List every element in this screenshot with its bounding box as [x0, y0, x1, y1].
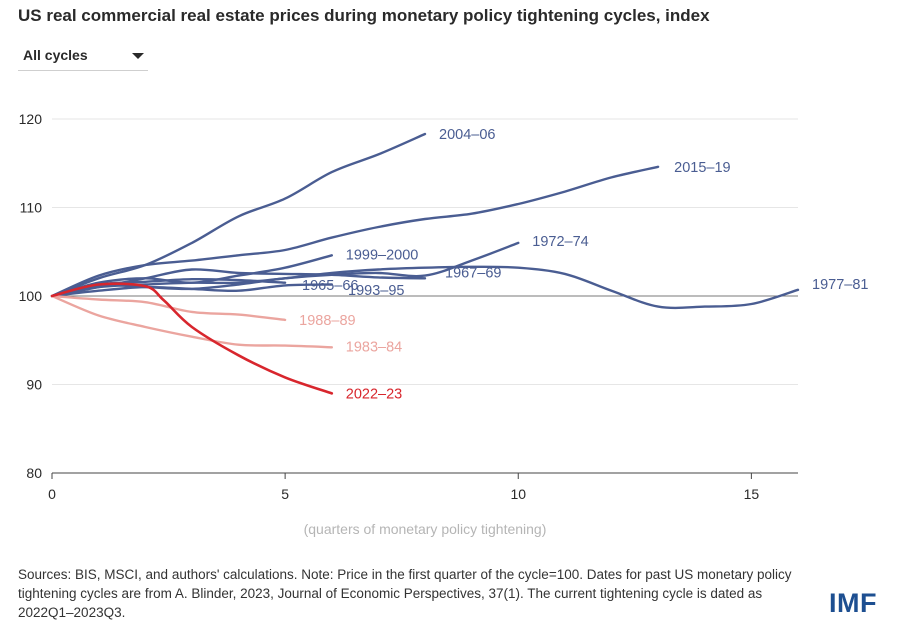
- x-tick-label: 10: [510, 486, 526, 502]
- x-tick-label: 15: [744, 486, 760, 502]
- series-line-1977–81: [50, 265, 800, 310]
- series-label: 1967–69: [445, 265, 501, 281]
- y-tick-label: 110: [20, 200, 43, 216]
- series-label: 1965–66: [302, 278, 358, 294]
- series-label: 1983–84: [346, 339, 402, 355]
- series-label: 2022–23: [346, 386, 402, 402]
- series-label: 1993–95: [348, 283, 404, 299]
- series-line-2004–06: [50, 132, 427, 298]
- sources-note: Sources: BIS, MSCI, and authors' calcula…: [18, 567, 792, 620]
- imf-logo: IMF: [829, 588, 877, 618]
- grid-layer: [52, 118, 798, 385]
- series-line-1983–84: [50, 294, 333, 349]
- series-label: 1999–2000: [346, 247, 419, 263]
- series-line-1993–95: [50, 283, 333, 298]
- series-line-1988–89: [50, 294, 287, 322]
- axis-layer: 80 90 100 110 120 0 5 10 15: [19, 111, 798, 502]
- cycle-select-dropdown[interactable]: All cycles: [18, 44, 148, 71]
- series-label: 1977–81: [812, 277, 868, 293]
- series-label: 2004–06: [439, 127, 495, 143]
- line-chart: 80 90 100 110 120 0 5 10 15 2004–06 2015–19 1999–2…: [19, 111, 869, 502]
- y-tick-label: 120: [19, 111, 43, 127]
- series-layer: [50, 132, 800, 395]
- x-axis-title: (quarters of monetary policy tightening): [303, 521, 547, 537]
- cycle-select-value: All cycles: [23, 47, 88, 63]
- y-tick-label: 100: [19, 288, 43, 304]
- chevron-down-icon: [132, 53, 144, 59]
- chart-title: US real commercial real estate prices du…: [18, 6, 710, 25]
- y-tick-label: 80: [26, 465, 42, 481]
- series-label-layer: 2004–06 2015–19 1999–2000 1972–74 1977–81 196…: [299, 127, 868, 402]
- series-label: 1988–89: [299, 313, 355, 329]
- x-tick-label: 5: [281, 486, 289, 502]
- series-line-2015–19: [50, 165, 660, 298]
- series-label: 1972–74: [532, 234, 588, 250]
- series-label: 2015–19: [674, 160, 730, 176]
- x-tick-label: 0: [48, 486, 56, 502]
- y-tick-label: 90: [26, 377, 42, 393]
- series-line-2022–23: [50, 282, 334, 395]
